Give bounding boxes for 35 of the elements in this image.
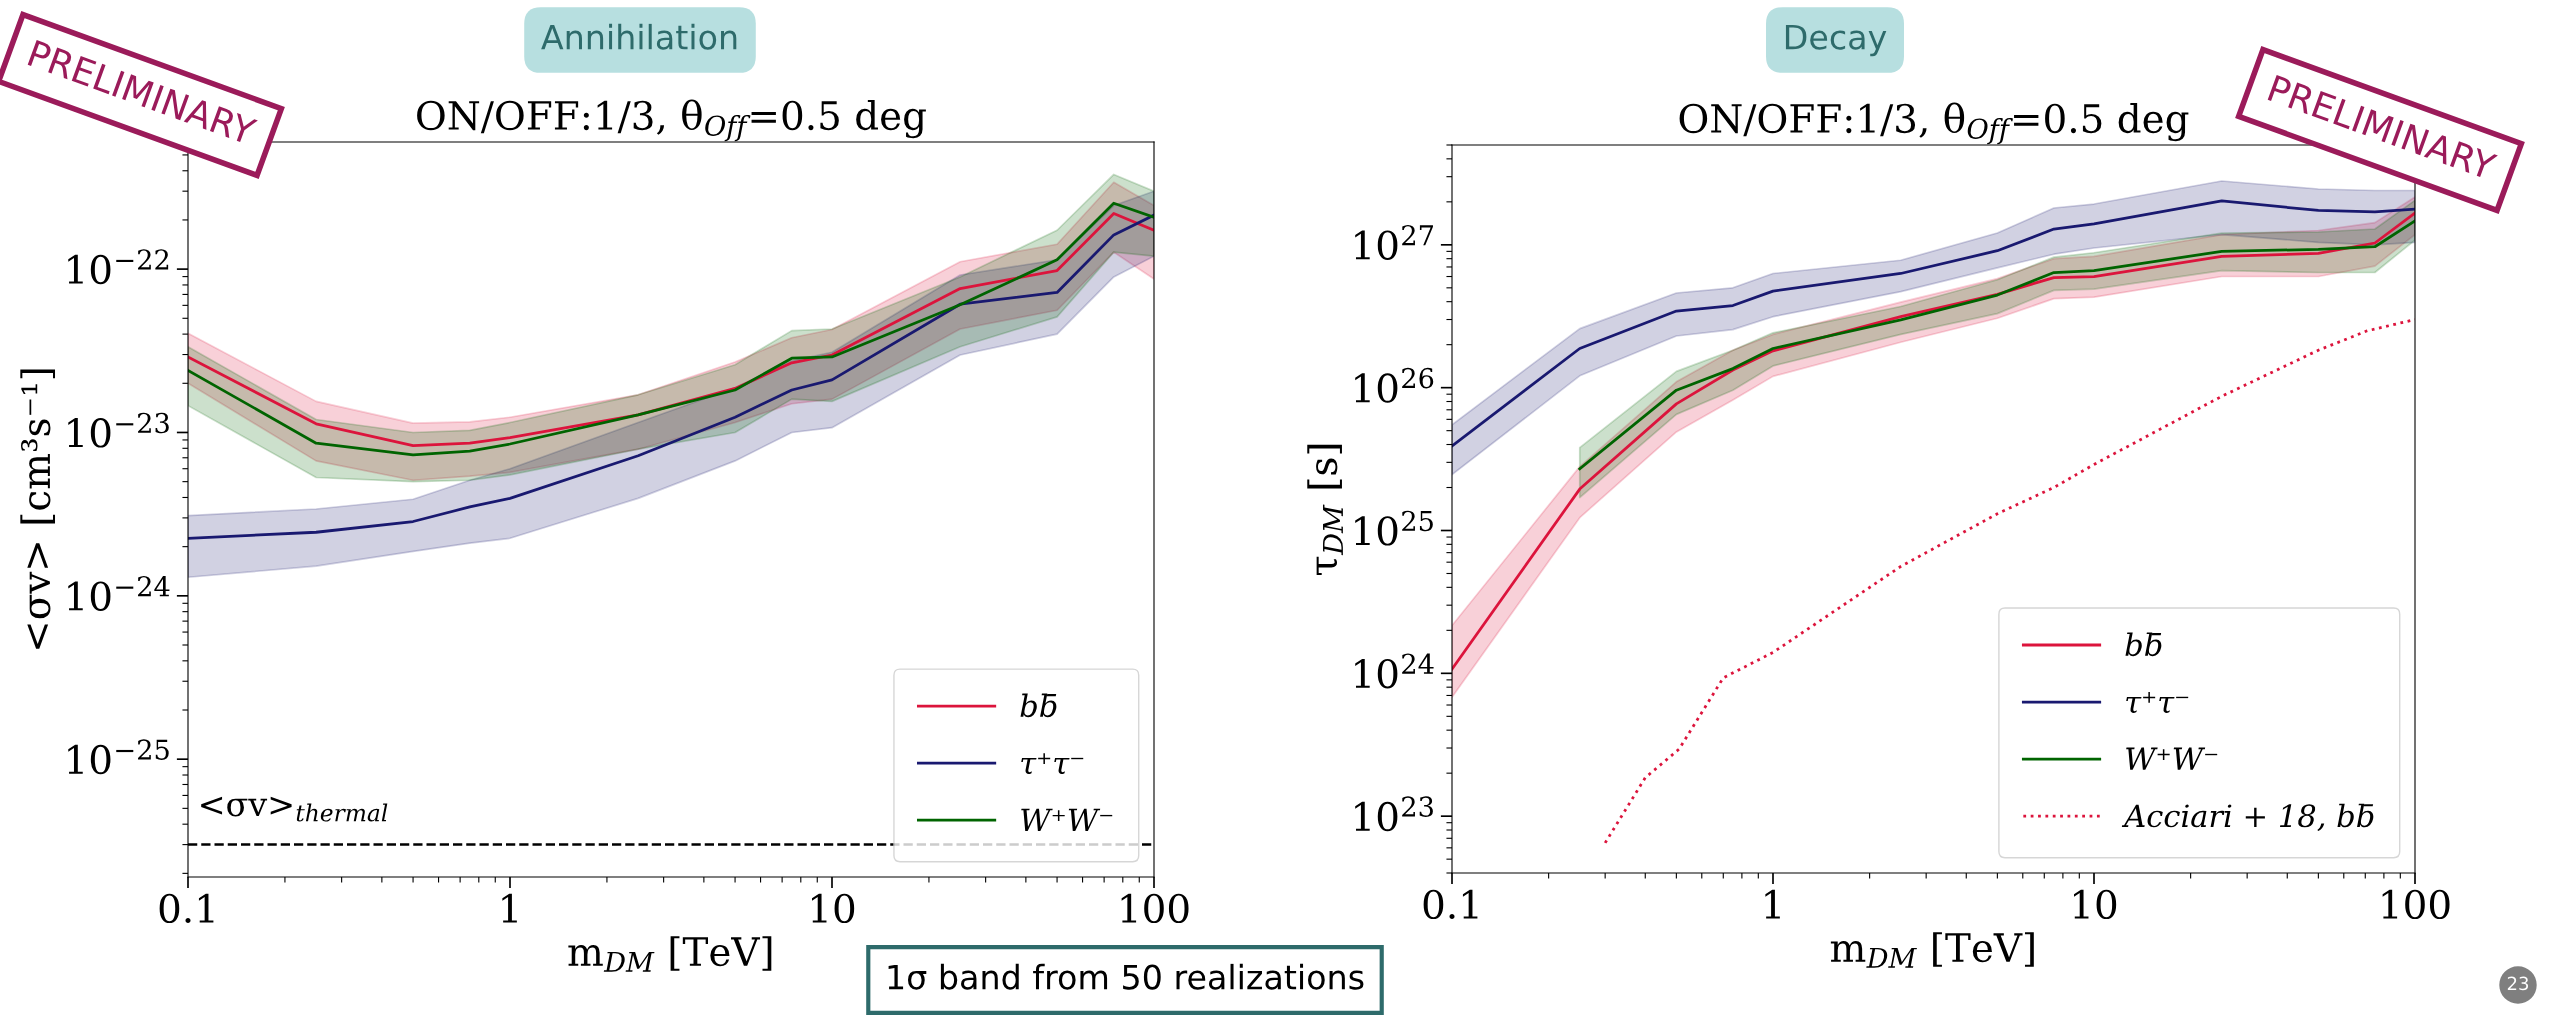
x-tick-label: 10 <box>2074 889 2117 920</box>
legend-label: W⁺W⁻ <box>1021 808 1113 831</box>
text: Annihilation <box>541 23 737 50</box>
x-tick-label: 100 <box>2382 889 2450 920</box>
legend-label: bb̄ <box>1020 693 1057 718</box>
y-tick-label: 10$^{24}$ <box>1355 653 1434 689</box>
x-tick-label: 1 <box>1765 889 1780 919</box>
x-tick-label: 10 <box>812 893 855 924</box>
legend-label: τ⁺τ⁻ <box>1021 753 1084 775</box>
y-tick-label: 10$^{−23}$ <box>68 412 169 448</box>
x-tick-label: 0.1 <box>1423 889 1478 920</box>
legend-label: Acciari + 18, bb̄ <box>2121 803 2374 832</box>
y-tick-label: 10$^{−22}$ <box>68 249 169 285</box>
x-tick-label: 1 <box>502 893 517 923</box>
x-axis-title: m$_{DM}$ [TeV] <box>1830 932 2034 968</box>
text: 1σ band from 50 realizations <box>888 963 1364 990</box>
chart-title: ON/OFF:1/3, θ$_{Off}$=0.5 deg <box>1679 102 2189 145</box>
x-axis-title: m$_{DM}$ [TeV] <box>568 936 772 972</box>
text: 23 <box>2507 976 2529 991</box>
y-axis-title: τ$_{DM}$ [s] <box>1307 444 1343 576</box>
y-tick-label: 10$^{−24}$ <box>68 575 170 611</box>
y-tick-label: 10$^{25}$ <box>1355 510 1433 546</box>
legend-label: bb̄ <box>2125 632 2162 657</box>
legend-label: τ⁺τ⁻ <box>2126 692 2189 713</box>
y-tick-label: 10$^{23}$ <box>1355 796 1433 832</box>
y-tick-label: 10$^{−25}$ <box>68 739 169 775</box>
x-tick-label: 100 <box>1121 893 1189 924</box>
y-tick-label: 10$^{27}$ <box>1355 225 1433 260</box>
y-tick-label: 10$^{26}$ <box>1355 367 1434 403</box>
text: Decay <box>1785 24 1887 57</box>
legend-label: W⁺W⁻ <box>2126 747 2218 770</box>
y-axis-title: <σv> [cm³s⁻¹] <box>20 369 56 649</box>
chart-title: ON/OFF:1/3, θ$_{Off}$=0.5 deg <box>417 99 926 142</box>
ref-line-label: <σv>$_{thermal}$ <box>201 796 388 822</box>
x-tick-label: 0.1 <box>159 893 214 924</box>
